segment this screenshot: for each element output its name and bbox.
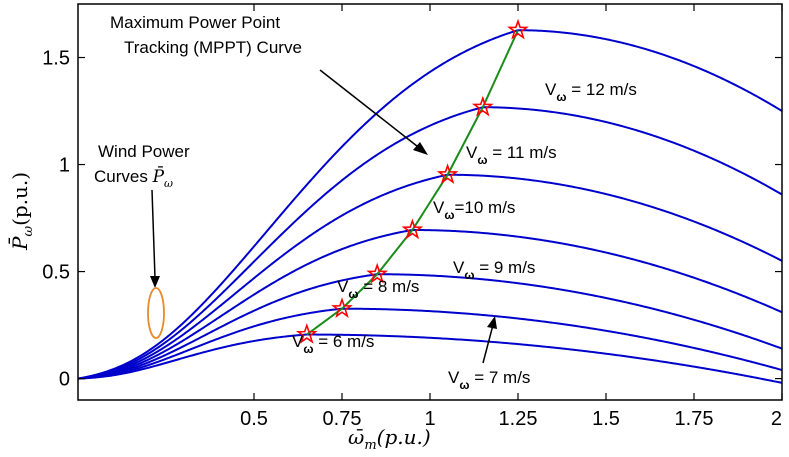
- y-tick-label: 0: [59, 369, 70, 391]
- mppt-point-star: [471, 95, 494, 117]
- mppt-point-star: [366, 262, 389, 284]
- wind-annotation-line1: Wind Power: [98, 142, 190, 161]
- wind-power-curve-3: [77, 228, 783, 380]
- axis-ticks: 0.5 0.75 1 1.25 1.5 1.75 2 0 0.5 1 1.5: [42, 4, 783, 430]
- mppt-annotation-arrow: [319, 69, 423, 151]
- wind-annotation-line2: Curves P̄ω: [94, 165, 173, 190]
- x-tick-label: 1.75: [675, 408, 714, 430]
- wind-power-curve-4: [77, 173, 783, 380]
- mppt-annotation-line1: Maximum Power Point: [110, 13, 280, 32]
- series-label-7: Vω = 7 m/s: [448, 368, 530, 392]
- y-tick-label: 1: [59, 155, 70, 177]
- mppt-arrowhead: [413, 142, 428, 155]
- y-tick-label: 0.5: [42, 262, 70, 284]
- wind-power-curve-6: [77, 29, 783, 380]
- series-label-9: Vω = 9 m/s: [453, 258, 535, 282]
- x-tick-label: 2: [771, 408, 782, 430]
- mppt-annotation-line2: Tracking (MPPT) Curve: [124, 38, 302, 57]
- wind-power-curves: [77, 29, 783, 384]
- wind-power-curve-0: [77, 333, 783, 384]
- mppt-point-star: [436, 163, 459, 184]
- wind-arrowhead: [150, 276, 160, 288]
- wind-power-curve-2: [77, 273, 783, 380]
- mppt-curve-group: [306, 29, 519, 336]
- series-label-11: Vω = 11 m/s: [466, 143, 557, 167]
- y-tick-label: 1.5: [42, 48, 70, 70]
- y-axis-label: P̄ω(p.u.): [7, 172, 36, 251]
- mppt-curve-line: [306, 29, 519, 336]
- mppt-point-star: [295, 323, 318, 344]
- x-tick-label: 0.75: [323, 408, 362, 430]
- x-axis-label: ω̄m(p.u.): [348, 425, 431, 453]
- mppt-point-star: [507, 18, 529, 40]
- series-label-10: Vω=10 m/s: [433, 198, 515, 222]
- x-tick-label: 1: [424, 408, 435, 430]
- series-label-8: Vω = 8 m/s: [337, 277, 419, 301]
- wind-power-curve-1: [77, 307, 783, 380]
- series-label-6: Vω = 6 m/s: [292, 332, 374, 356]
- series-7-arrowhead: [487, 316, 497, 329]
- series-7-arrow: [482, 324, 494, 364]
- wind-power-curve-5: [77, 106, 783, 380]
- mppt-point-star: [401, 218, 424, 240]
- x-tick-label: 1.25: [499, 408, 538, 430]
- series-label-12: Vω = 12 m/s: [545, 80, 637, 104]
- x-tick-label: 1.5: [592, 408, 620, 430]
- mppt-points: [295, 18, 529, 344]
- wind-annotation-arrow: [151, 189, 156, 279]
- wind-curves-ellipse: [147, 287, 165, 339]
- x-tick-label: 0.5: [240, 408, 268, 430]
- mppt-point-star: [331, 297, 353, 318]
